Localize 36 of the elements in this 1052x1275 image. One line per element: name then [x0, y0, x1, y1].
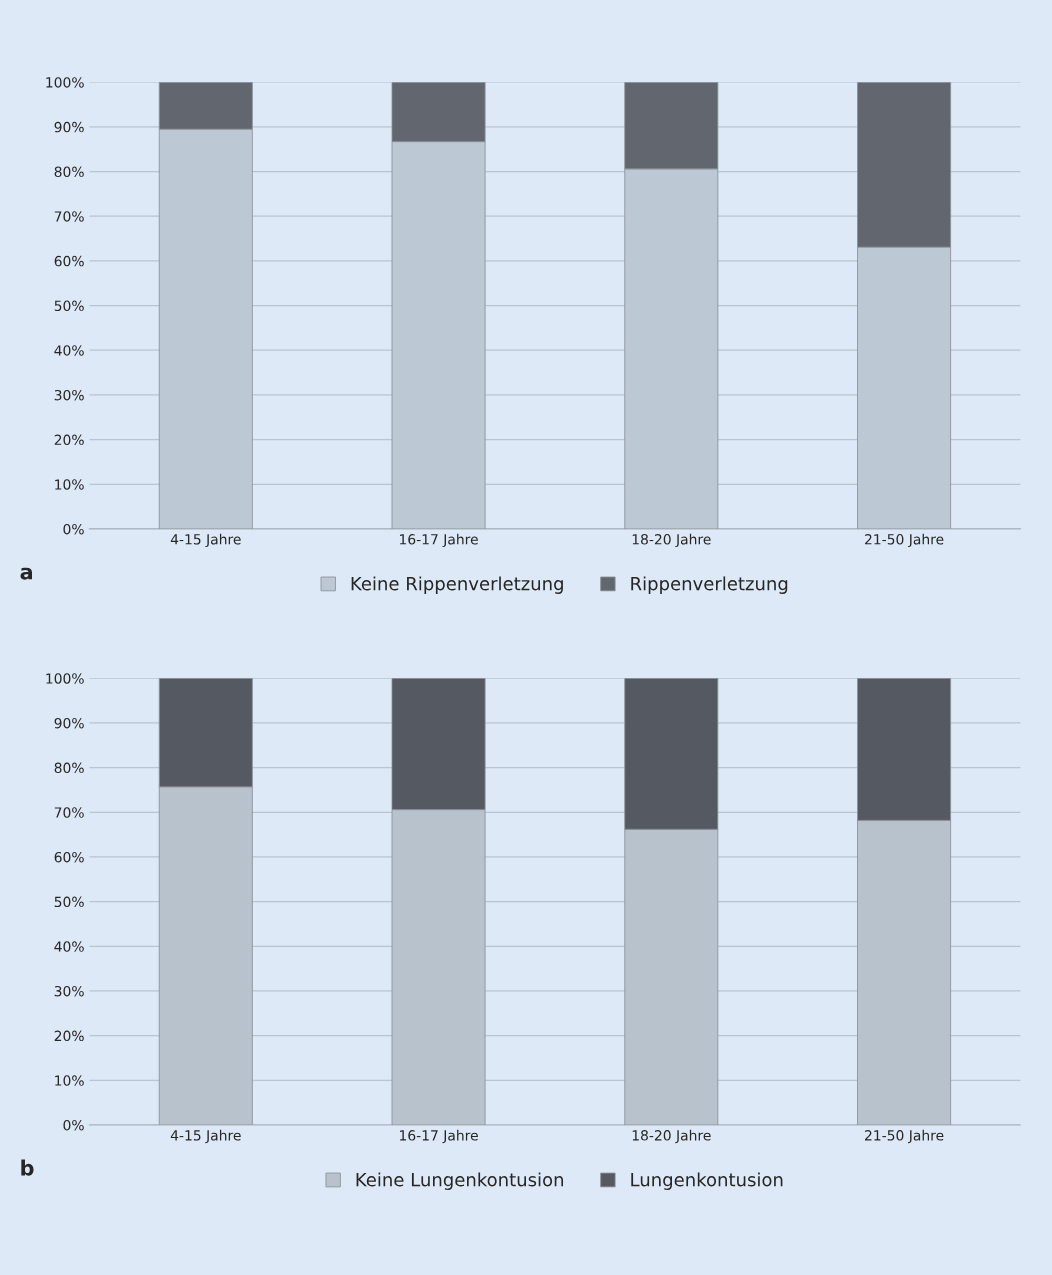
y-tick-label: 0%: [63, 1119, 84, 1131]
y-tick-label: 100%: [46, 77, 84, 88]
legend-label: Lungenkontusion: [631, 1172, 783, 1190]
legend-label: Keine Rippenverletzung: [351, 576, 563, 594]
y-tick-label: 60%: [54, 851, 84, 863]
y-tick-label: 40%: [54, 941, 84, 952]
y-tick-label: 100%: [46, 673, 84, 684]
x-tick-label: 16-17 Jahre: [400, 533, 478, 548]
y-tick-label: 20%: [54, 1030, 84, 1042]
text: a: [20, 567, 33, 580]
x-tick-label: 18-20 Jahre: [632, 533, 711, 548]
y-tick-label: 50%: [54, 300, 84, 312]
x-tick-label: 16-17 Jahre: [400, 1129, 478, 1144]
y-tick-label: 10%: [55, 479, 84, 490]
y-tick-label: 10%: [55, 1075, 84, 1086]
y-tick-label: 30%: [54, 389, 84, 401]
x-tick-label: 4-15 Jahre: [170, 533, 241, 548]
y-tick-label: 60%: [54, 255, 84, 267]
x-tick-label: 4-15 Jahre: [170, 1129, 241, 1144]
y-tick-label: 50%: [54, 896, 84, 908]
y-tick-label: 80%: [54, 166, 84, 178]
y-tick-label: 30%: [54, 985, 84, 997]
legend-label: Rippenverletzung: [631, 576, 788, 594]
y-tick-label: 70%: [54, 807, 84, 818]
y-tick-label: 80%: [54, 762, 84, 774]
legend-label: Keine Lungenkontusion: [356, 1172, 564, 1190]
y-tick-label: 90%: [54, 121, 84, 133]
x-tick-label: 21-50 Jahre: [865, 1129, 944, 1144]
y-tick-label: 20%: [54, 434, 84, 446]
y-tick-label: 0%: [63, 523, 84, 535]
y-tick-label: 40%: [54, 345, 84, 356]
x-tick-label: 18-20 Jahre: [632, 1129, 711, 1144]
text: b: [21, 1159, 34, 1176]
y-tick-label: 70%: [54, 211, 84, 222]
x-tick-label: 21-50 Jahre: [865, 533, 944, 548]
y-tick-label: 90%: [54, 717, 84, 729]
